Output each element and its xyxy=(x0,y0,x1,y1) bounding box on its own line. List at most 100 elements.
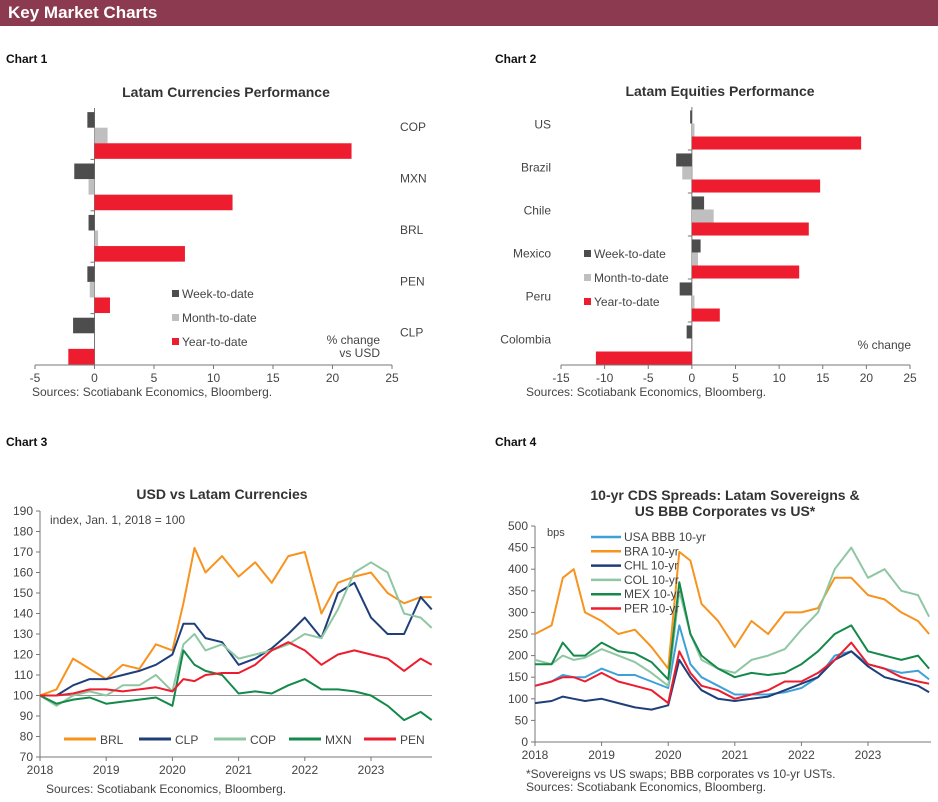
chart-4-x-tick-label: 2018 xyxy=(522,748,549,762)
chart-3-y-tick-label: 120 xyxy=(13,648,33,662)
chart-1-x-tick-label: 25 xyxy=(385,371,399,385)
chart-2-category-label: Chile xyxy=(524,204,552,218)
chart-4-source: Sources: Scotiabank Economics, Bloomberg… xyxy=(526,780,766,794)
chart-3-x-tick-label: 2019 xyxy=(93,763,120,777)
chart-4-y-tick-label: 400 xyxy=(508,562,528,576)
chart-4-legend-label: BRA 10-yr xyxy=(624,544,679,558)
chart-2-category-label: Mexico xyxy=(513,247,551,261)
chart-3-legend-label: BRL xyxy=(100,733,124,747)
chart-3-annotation: index, Jan. 1, 2018 = 100 xyxy=(50,513,185,527)
chart-4-legend-label: COL 10-yr xyxy=(624,573,679,587)
chart-1-legend-label: Month-to-date xyxy=(182,311,257,325)
chart-1-legend-swatch xyxy=(172,290,179,297)
header-bar: Key Market Charts xyxy=(0,0,938,26)
chart-4-y-tick-label: 350 xyxy=(508,584,528,598)
chart-3-y-tick-label: 160 xyxy=(13,566,33,580)
chart-3-legend-label: COP xyxy=(250,733,276,747)
chart-4-x-tick-label: 2020 xyxy=(655,748,682,762)
chart-2-legend-swatch xyxy=(584,298,591,305)
chart-4-legend-label: MEX 10-yr xyxy=(624,587,681,601)
chart-1-bar-year-to-date xyxy=(94,246,185,262)
chart-2-x-tick-label: -5 xyxy=(643,371,654,385)
chart-4-y-tick-label: 500 xyxy=(508,519,528,533)
chart-1-unit-label: vs USD xyxy=(339,346,380,360)
chart-2-legend-swatch xyxy=(584,250,591,257)
chart-4-y-tick-label: 150 xyxy=(508,670,528,684)
chart-1-bar-week-to-date xyxy=(73,317,95,334)
chart-3-legend-label: CLP xyxy=(175,733,198,747)
chart-1-category-label: CLP xyxy=(400,326,423,340)
chart-2-x-tick-label: 25 xyxy=(903,371,917,385)
chart-1-x-tick-label: 20 xyxy=(326,371,340,385)
chart-4-y-unit: bps xyxy=(547,527,565,539)
chart-2-title: Latam Equities Performance xyxy=(625,83,814,99)
chart-3-line-cop xyxy=(39,561,433,707)
chart-2-bar-week-to-date xyxy=(691,239,701,253)
chart-3-x-tick-label: 2020 xyxy=(159,763,186,777)
chart-4-y-tick-label: 50 xyxy=(515,713,529,727)
chart-4-legend-label: CHL 10-yr xyxy=(624,559,678,573)
chart-1-x-tick-label: 5 xyxy=(151,371,158,385)
chart-1-bar-week-to-date xyxy=(88,214,95,231)
chart-1-bar-month-to-date xyxy=(88,179,95,195)
chart-4-x-tick-label: 2022 xyxy=(788,748,815,762)
chart-1-category-label: MXN xyxy=(400,172,427,186)
chart-3-y-tick-label: 140 xyxy=(13,607,33,621)
chart-3-y-tick-label: 150 xyxy=(13,586,33,600)
chart-2-category-label: Peru xyxy=(526,290,551,304)
chart-3-y-tick-label: 80 xyxy=(20,730,34,744)
chart-2-category-label: Colombia xyxy=(500,333,551,347)
chart-2-x-tick-label: 0 xyxy=(689,371,696,385)
chart-2-bar-week-to-date xyxy=(691,196,705,210)
chart-3-y-tick-label: 180 xyxy=(13,525,33,539)
chart-1-label: Chart 1 xyxy=(6,52,48,66)
chart-4-line-mex-10-yr xyxy=(535,581,930,681)
chart-4-x-tick-label: 2023 xyxy=(855,748,882,762)
chart-1-legend-swatch xyxy=(172,338,179,345)
chart-2-category-label: Brazil xyxy=(521,161,551,175)
chart-1-bar-week-to-date xyxy=(74,163,95,180)
chart-2-legend-label: Month-to-date xyxy=(594,271,669,285)
chart-2-bar-week-to-date xyxy=(676,153,692,167)
chart-3-y-tick-label: 70 xyxy=(20,750,34,764)
chart-4-y-tick-label: 250 xyxy=(508,627,528,641)
chart-4-x-tick-label: 2019 xyxy=(588,748,615,762)
chart-2-legend-swatch xyxy=(584,274,591,281)
chart-2-x-tick-label: 20 xyxy=(860,371,874,385)
chart-3-title: USD vs Latam Currencies xyxy=(136,486,307,502)
chart-2-bar-year-to-date xyxy=(595,351,692,365)
chart-1-title: Latam Currencies Performance xyxy=(122,84,330,100)
chart-2-bar-week-to-date xyxy=(679,282,692,296)
chart-3-legend-label: PEN xyxy=(400,733,425,747)
chart-2-unit-label: % change xyxy=(858,338,912,352)
chart-4-title: US BBB Corporates vs US* xyxy=(635,503,816,519)
chart-1-source: Sources: Scotiabank Economics, Bloomberg… xyxy=(32,385,272,399)
chart-2-x-tick-label: 10 xyxy=(772,371,786,385)
chart-2-x-tick-label: 15 xyxy=(816,371,830,385)
chart-1-unit-label: % change xyxy=(327,333,381,347)
chart-4-y-tick-label: 100 xyxy=(508,692,528,706)
chart-3-legend-label: MXN xyxy=(325,733,352,747)
chart-3-label: Chart 3 xyxy=(6,435,48,449)
chart-3-x-tick-label: 2022 xyxy=(291,763,318,777)
chart-1-bar-year-to-date xyxy=(94,297,110,314)
chart-4-label: Chart 4 xyxy=(495,435,537,449)
chart-3-y-tick-label: 170 xyxy=(13,545,33,559)
chart-3-x-tick-label: 2018 xyxy=(27,763,54,777)
chart-4-y-tick-label: 450 xyxy=(508,541,528,555)
chart-2-label: Chart 2 xyxy=(495,52,537,66)
chart-2-x-tick-label: -15 xyxy=(552,371,570,385)
chart-1-category-label: BRL xyxy=(400,223,424,237)
chart-1-bar-month-to-date xyxy=(89,281,95,298)
chart-3-y-tick-label: 90 xyxy=(20,709,34,723)
chart-2-bar-year-to-date xyxy=(691,136,862,150)
chart-3-y-tick-label: 190 xyxy=(13,504,33,518)
chart-1-legend-label: Year-to-date xyxy=(182,335,248,349)
chart-3-y-tick-label: 130 xyxy=(13,627,33,641)
chart-1-x-tick-label: 15 xyxy=(266,371,280,385)
chart-4-legend-label: USA BBB 10-yr xyxy=(624,530,706,544)
chart-2-bar-week-to-date xyxy=(686,325,692,339)
chart-2-x-tick-label: 5 xyxy=(732,371,739,385)
chart-3-line-clp xyxy=(40,581,433,697)
chart-3-y-tick-label: 100 xyxy=(13,689,33,703)
